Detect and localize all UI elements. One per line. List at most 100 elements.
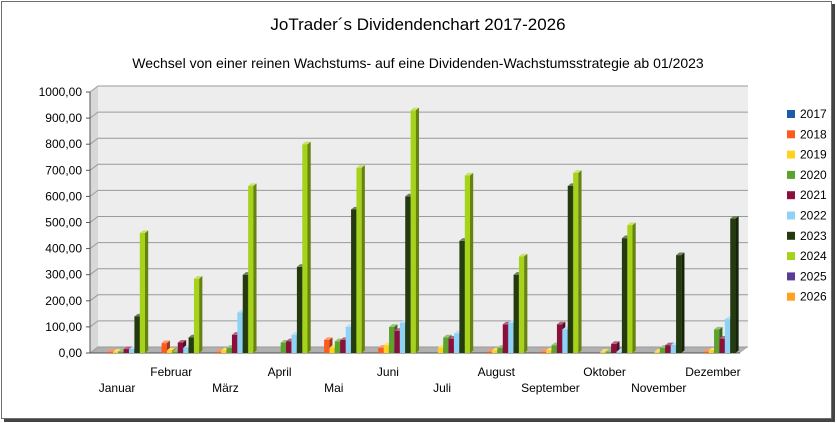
x-axis: Januar Februar März April Mai Juni Juli August S… [99, 365, 741, 395]
legend-swatch [787, 292, 795, 301]
gridline [89, 320, 748, 328]
bar-front [226, 347, 232, 353]
bar-front [448, 338, 454, 353]
bar-front [248, 185, 254, 353]
bar-front [166, 350, 173, 353]
bar-2024-juli [464, 172, 474, 353]
bar-top [123, 346, 132, 350]
chart-subtitle: Wechsel von einer reinen Wachstums- auf … [132, 55, 704, 71]
bar-top [112, 349, 122, 352]
bar-front [556, 324, 563, 353]
bars-layer [107, 107, 739, 354]
bar-2024-februar [193, 276, 203, 353]
bar-front [611, 343, 617, 353]
bar-top [714, 326, 723, 330]
legend: 2017 2018 2019 2020 2021 2022 2023 2024 2025 2026 [787, 107, 827, 304]
bar-top [600, 349, 609, 352]
bar-front [242, 274, 248, 353]
gridline [89, 268, 748, 276]
bar-front [670, 345, 676, 353]
bar-side [524, 253, 528, 353]
bar-2024-märz [248, 183, 257, 353]
bar-front [659, 347, 666, 353]
x-tick-label: Juli [433, 381, 451, 395]
gridline [89, 85, 748, 93]
bar-front [708, 350, 714, 353]
y-tick-label: 400,00 [45, 242, 82, 256]
x-tick-label: Januar [99, 381, 136, 395]
bar-top [627, 222, 636, 226]
bar-front [486, 351, 492, 353]
bar-front [464, 175, 470, 353]
gridline [89, 189, 748, 197]
legend-swatch [787, 272, 795, 281]
bar-front [334, 341, 341, 353]
bar-top [573, 170, 582, 173]
bar-top [730, 215, 739, 219]
bar-front [394, 330, 400, 353]
bar-side [681, 252, 685, 353]
bar-top [193, 276, 203, 279]
bar-front [491, 350, 498, 353]
bar-front [112, 351, 118, 353]
legend-item-2020: 2020 [787, 168, 827, 182]
bar-front [351, 209, 357, 353]
bar-top [611, 341, 620, 344]
bar-top [302, 141, 311, 145]
bar-top [556, 321, 566, 325]
legend-label: 2026 [800, 290, 827, 304]
bar-front [508, 322, 514, 353]
bar-front [714, 329, 720, 353]
bar-front [616, 351, 622, 353]
bar-top [410, 107, 420, 111]
bar-front [665, 345, 671, 353]
bar-front [134, 316, 140, 353]
bar-front [551, 345, 557, 353]
bar-front [378, 347, 384, 353]
bar-front [654, 351, 660, 353]
chart-title: JoTrader´s Dividendenchart 2017-2026 [270, 15, 565, 34]
legend-item-2022: 2022 [787, 209, 827, 223]
bar-front [356, 167, 362, 353]
gridline [89, 163, 748, 171]
bar-front [518, 256, 525, 353]
y-tick-label: 800,00 [45, 137, 82, 151]
bar-front [502, 324, 508, 353]
bar-front [177, 342, 183, 353]
y-tick-label: 300,00 [45, 268, 82, 282]
legend-label: 2024 [800, 249, 827, 263]
y-tick-label: 0,00 [59, 346, 83, 360]
bar-2024-mai [356, 165, 365, 353]
bar-top [161, 340, 170, 344]
bar-front [129, 349, 135, 353]
bar-front [389, 326, 395, 353]
x-tick-label: Juni [377, 365, 399, 379]
x-tick-label: Mai [324, 381, 343, 395]
bar-top [518, 253, 528, 257]
bar-2024-oktober [627, 222, 636, 353]
legend-swatch [787, 191, 795, 200]
bar-front [383, 345, 389, 353]
bar-top [356, 165, 365, 168]
bar-front [139, 232, 145, 353]
bar-front [345, 326, 351, 353]
bar-front [546, 350, 552, 353]
bar-side [307, 141, 311, 353]
legend-label: 2022 [800, 209, 827, 223]
bar-front [621, 238, 628, 353]
bar-front [183, 347, 189, 353]
legend-swatch [787, 110, 795, 118]
legend-swatch [787, 211, 795, 220]
bar-side [578, 170, 582, 353]
bar-front [280, 342, 286, 353]
bar-side [415, 107, 420, 353]
bar-front [237, 312, 243, 353]
bar-front [291, 334, 297, 353]
bar-top [665, 342, 674, 346]
bar-top [676, 252, 685, 256]
bar-front [410, 110, 416, 354]
bar-2024-januar [139, 230, 149, 353]
bar-2024-april [302, 141, 311, 353]
legend-label: 2025 [800, 269, 827, 283]
bar-side [735, 215, 739, 353]
